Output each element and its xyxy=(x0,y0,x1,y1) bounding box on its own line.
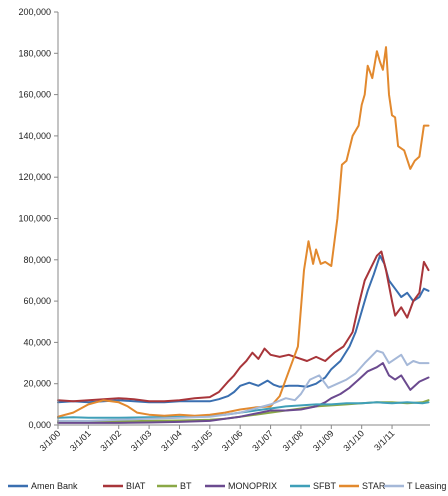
x-tick-label: 3/1/06 xyxy=(220,428,245,453)
legend-label: MONOPRIX xyxy=(228,481,277,491)
y-tick-label: 60,000 xyxy=(23,296,51,306)
y-tick-label: 140,000 xyxy=(18,131,51,141)
x-axis: 3/1/00 3/1/01 3/1/02 3/1/03 3/1/04 3/1/05 3/1/… xyxy=(38,424,430,453)
x-tick-label: 3/1/11 xyxy=(372,428,396,452)
x-tick-label: 3/1/07 xyxy=(250,428,275,453)
legend-label: Amen Bank xyxy=(31,481,78,491)
legend-label: BIAT xyxy=(126,481,146,491)
x-tick-label: 3/1/10 xyxy=(341,428,366,453)
y-axis: 0,000 20,000 40,000 60,000 80,000 100,000 120,… xyxy=(18,7,59,430)
x-tick-label: 3/1/02 xyxy=(98,428,123,453)
legend-label: STAR xyxy=(362,481,386,491)
series-line-monoprix xyxy=(57,362,430,424)
series-line-t-leasing xyxy=(57,349,430,422)
legend-label: BT xyxy=(180,481,192,491)
y-tick-label: 80,000 xyxy=(23,255,51,265)
x-tick-label: 3/1/05 xyxy=(189,428,214,453)
plot-area xyxy=(57,46,430,424)
y-tick-label: 160,000 xyxy=(18,90,51,100)
legend-label: SFBT xyxy=(313,481,337,491)
x-tick-label: 3/1/09 xyxy=(311,428,336,453)
series-line-star xyxy=(57,46,430,418)
y-tick-label: 180,000 xyxy=(18,48,51,58)
legend: Amen Bank BIAT BT MONOPRIX SFBT STAR T Leasing xyxy=(8,481,446,491)
legend-label: T Leasing xyxy=(407,481,446,491)
x-tick-label: 3/1/03 xyxy=(129,428,154,453)
x-tick-label: 3/1/00 xyxy=(38,428,63,453)
series-line-amen-bank xyxy=(57,254,430,404)
y-tick-label: 200,000 xyxy=(18,7,51,17)
y-tick-label: 120,000 xyxy=(18,172,51,182)
y-tick-label: 100,000 xyxy=(18,214,51,224)
series-line-sfbt xyxy=(57,401,430,419)
y-tick-label: 20,000 xyxy=(23,379,51,389)
x-tick-label: 3/1/01 xyxy=(68,428,93,453)
y-tick-label: 40,000 xyxy=(23,337,51,347)
y-tick-label: 0,000 xyxy=(28,420,51,430)
series-line-biat xyxy=(57,250,430,403)
x-tick-label: 3/1/04 xyxy=(159,428,184,453)
x-tick-label: 3/1/08 xyxy=(281,428,306,453)
